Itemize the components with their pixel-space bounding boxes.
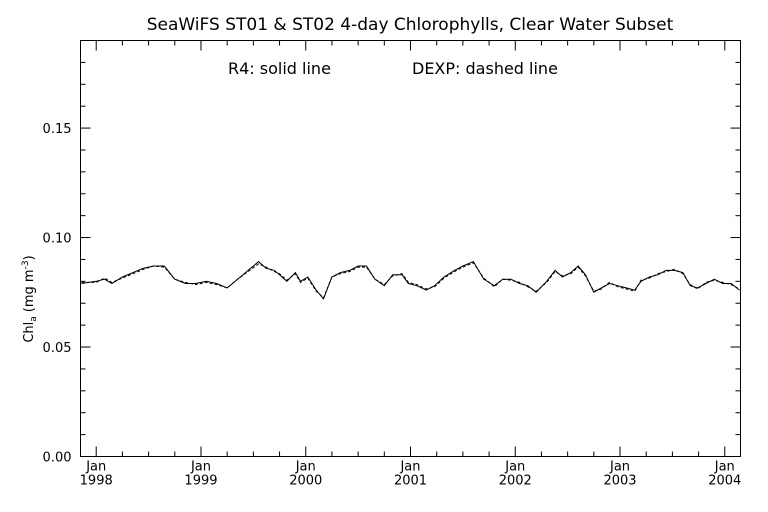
- x-tick-label-year-4: 2002: [499, 474, 532, 489]
- series-layer: [81, 260, 740, 300]
- x-tick-label-month-3: Jan: [399, 460, 420, 475]
- y-tick-label-0: 0.00: [43, 451, 72, 466]
- y-axis-label-main: Chl: [22, 322, 37, 343]
- y-tick-label-3: 0.15: [43, 122, 72, 137]
- y-axis-label-subscript: a: [29, 316, 39, 322]
- chart-title: SeaWiFS ST01 & ST02 4-day Chlorophylls, …: [147, 15, 674, 35]
- x-tick-label-year-6: 2004: [708, 474, 741, 489]
- y-axis-label-units: (mg m: [22, 269, 37, 312]
- x-tick-label-month-5: Jan: [609, 460, 630, 475]
- plot-frame: [80, 40, 741, 457]
- x-tick-label-year-1: 1999: [184, 474, 217, 489]
- series-line-dexp: [81, 262, 740, 299]
- y-tick-label-1: 0.05: [43, 341, 72, 356]
- x-tick-label-year-5: 2003: [603, 474, 636, 489]
- x-tick-label-month-2: Jan: [295, 460, 316, 475]
- svg-text:Chla(mg m-3): Chla (mg m-3): [21, 255, 39, 342]
- axis-ticks: 0.000.050.100.15Jan1998Jan1999Jan2000Jan…: [43, 40, 741, 489]
- annotation-r4-solid-line: R4: solid line: [228, 59, 331, 78]
- x-tick-label-month-0: Jan: [85, 460, 106, 475]
- y-axis-label: Chla (mg m-3): [21, 255, 39, 342]
- annotation-dexp-dashed-line: DEXP: dashed line: [412, 59, 558, 78]
- x-tick-label-month-4: Jan: [504, 460, 525, 475]
- x-tick-label-year-0: 1998: [80, 474, 113, 489]
- x-tick-label-month-6: Jan: [714, 460, 735, 475]
- y-axis-label-superscript: -3: [21, 260, 31, 269]
- y-tick-label-2: 0.10: [43, 232, 72, 247]
- y-axis-label-close: ): [22, 255, 37, 260]
- x-tick-label-year-3: 2001: [394, 474, 427, 489]
- x-tick-label-month-1: Jan: [190, 460, 211, 475]
- x-tick-label-year-2: 2000: [289, 474, 322, 489]
